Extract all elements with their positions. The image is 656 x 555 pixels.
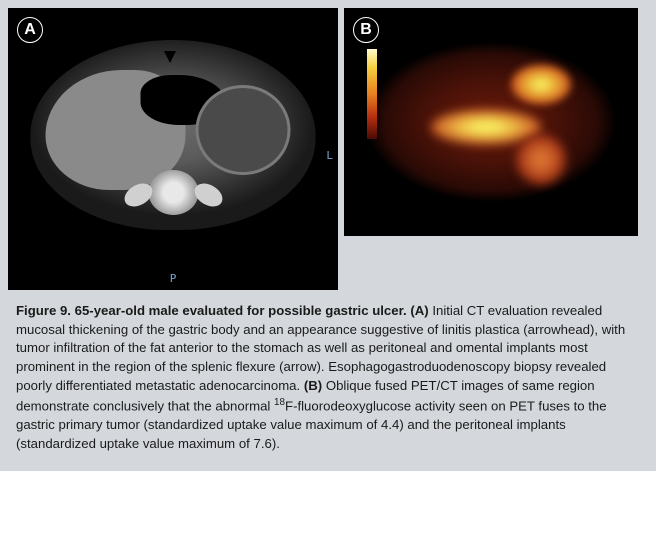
- orientation-marker-l: L: [326, 149, 333, 162]
- panel-b: B: [344, 8, 638, 236]
- pet-uptake-region-3: [516, 135, 566, 185]
- orientation-marker-p: P: [170, 272, 177, 285]
- ct-scan-image: P L: [9, 9, 337, 289]
- tracer-name: F-fluorodeoxyglucose: [285, 398, 411, 413]
- panel-b-label: B: [353, 17, 379, 43]
- figure-container: A P L B: [0, 0, 656, 471]
- pet-uptake-region-1: [511, 65, 571, 105]
- pet-ct-image: [345, 9, 637, 235]
- arrow-annotation-icon: [265, 16, 299, 41]
- panel-b-ref: (B): [304, 378, 322, 393]
- tracer-isotope: 18: [274, 397, 285, 408]
- colorbar-icon: [367, 49, 377, 139]
- ct-stomach: [196, 85, 291, 175]
- panel-a: A P L: [8, 8, 338, 290]
- pet-body-outline: [361, 40, 621, 205]
- panel-a-label: A: [17, 17, 43, 43]
- ct-spine: [148, 170, 198, 215]
- ct-body-outline: [31, 40, 316, 230]
- figure-number: Figure 9.: [16, 303, 71, 318]
- figure-title: 65-year-old male evaluated for possible …: [75, 303, 407, 318]
- arrowhead-annotation-icon: [164, 51, 176, 63]
- panel-a-ref: (A): [410, 303, 428, 318]
- figure-panels-row: A P L B: [8, 8, 648, 290]
- figure-caption: Figure 9. 65-year-old male evaluated for…: [8, 290, 648, 463]
